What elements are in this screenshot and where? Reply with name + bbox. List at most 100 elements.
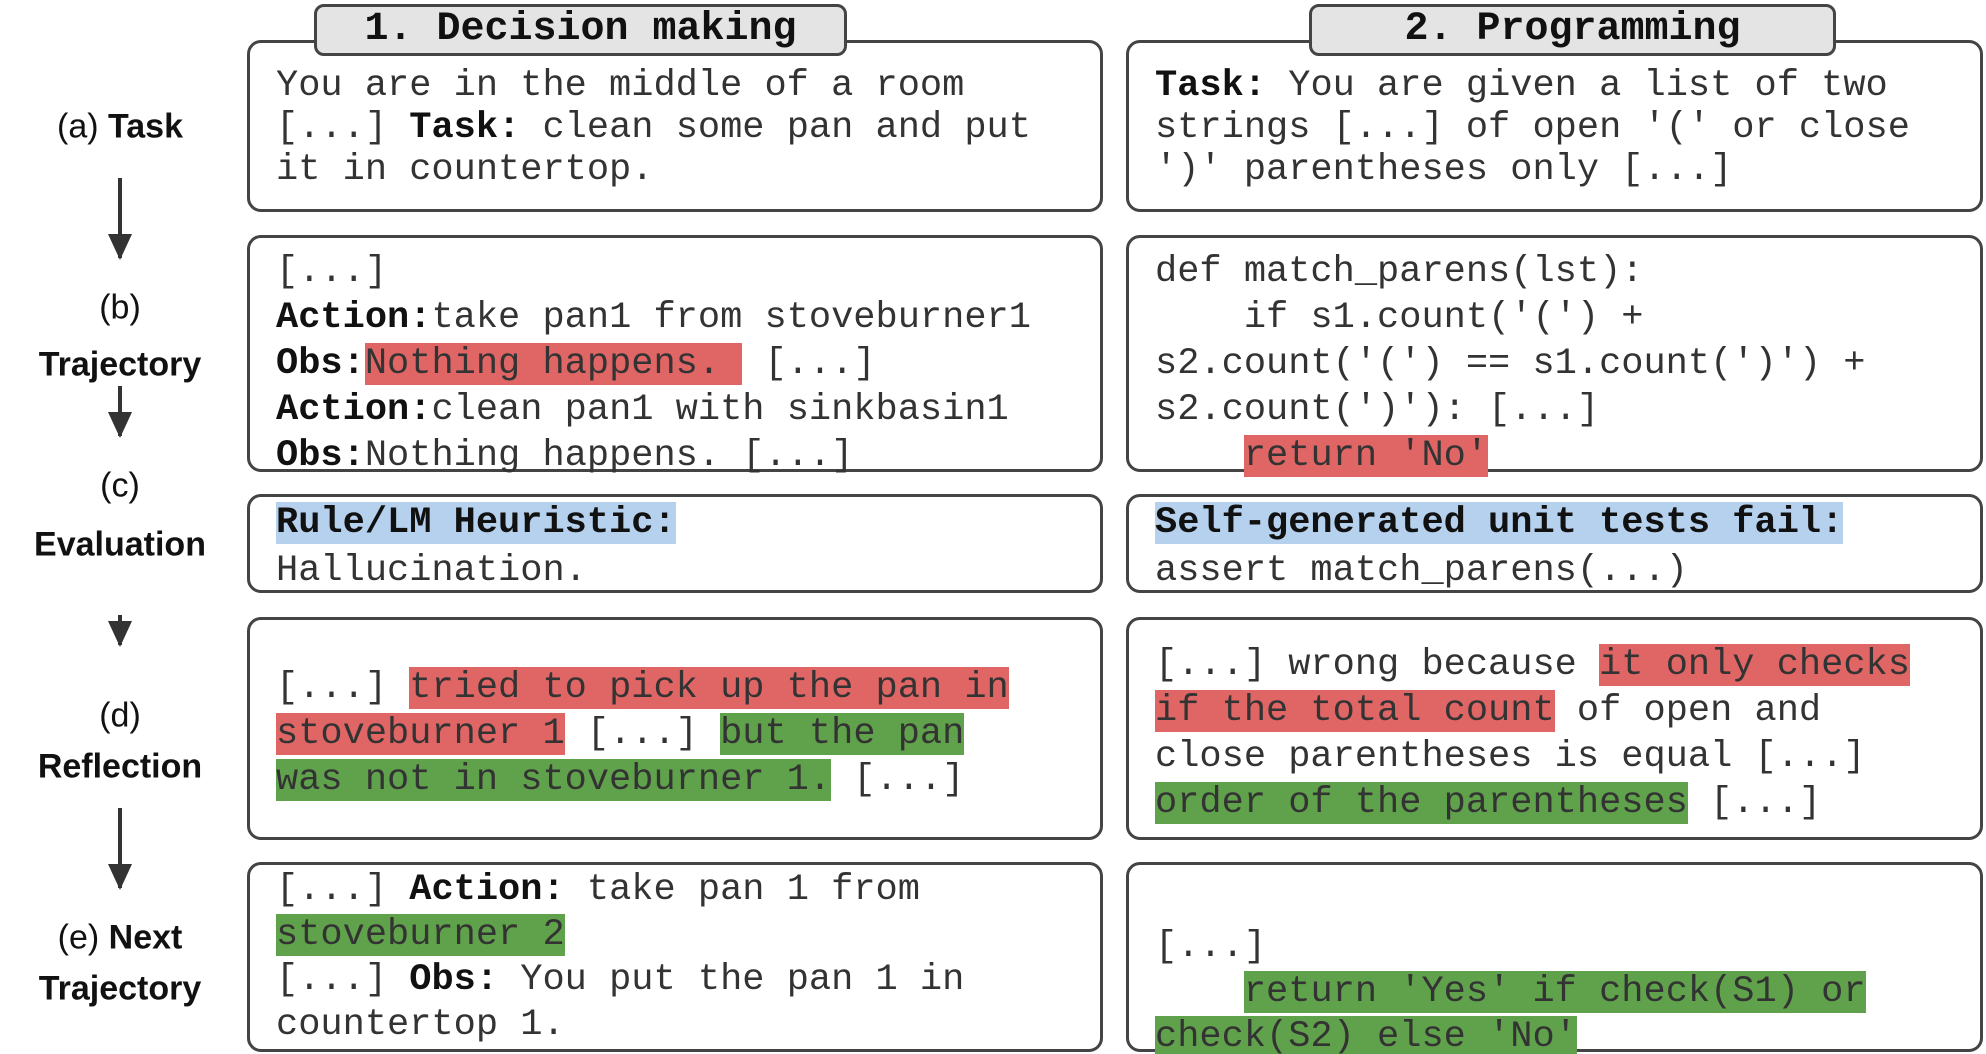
text-segment: assert match_parens(...) [1155,550,1688,592]
text-line: it in countertop. [276,149,1100,191]
programming-task-box: Task: You are given a list of two strings… [1126,40,1983,212]
text-line: ')' parentheses only [...] [1155,149,1980,191]
text-segment [1155,971,1244,1013]
text-segment: it in countertop. [276,149,654,191]
text-line: was not in stoveburner 1. [...] [276,757,1100,803]
decision-trajectory-box: [...] Action:take pan1 from stoveburner1 O… [247,235,1103,477]
stage-label-next: (e) Next [0,919,240,958]
text-segment: close parentheses is equal [...] [1155,736,1866,778]
text-segment: take pan1 from stoveburner1 [431,297,1031,339]
stage-prefix-trajectory: (b) [99,288,141,327]
arrow-down-icon [108,178,132,260]
text-segment: def match_parens(lst): [1155,251,1644,293]
text-line: if s1.count('(') + [1155,295,1980,341]
arrow-down-icon [108,386,132,438]
text-segment: take pan 1 from [564,869,920,911]
text-line: if the total count of open and [1155,688,1980,734]
text-line: Self-generated unit tests fail: [1155,499,1980,547]
stage-prefix-reflection: (d) [99,696,141,735]
stage-prefix: (a) [57,107,99,146]
column-header-decision-making: 1. Decision making [314,4,847,56]
bold-keyword: Task: [1155,65,1267,107]
text-segment: You are given a list of two [1266,65,1888,107]
text-segment: [...] [742,343,876,385]
highlight-error: tried to pick up the pan in [409,667,1009,709]
stage-name-trajectory: Trajectory [38,345,202,384]
text-line: [...] tried to pick up the pan in [276,665,1100,711]
bold-keyword: Obs: [409,959,499,1001]
column-header-programming: 2. Programming [1309,4,1836,56]
text-segment: Nothing happens. [...] [364,435,854,477]
highlight-error: Nothing happens. [364,343,743,385]
text-line: return 'Yes' if check(S1) or [1155,970,1980,1015]
highlight-error: if the total count [1155,690,1555,732]
text-segment: countertop 1. [276,1004,565,1046]
programming-next-trajectory-box: [...] return 'Yes' if check(S1) or check(… [1126,862,1983,1054]
text-line: Action:clean pan1 with sinkbasin1 [276,387,1100,433]
arrow-down-icon [108,808,132,890]
stage-prefix: (e) [57,918,100,957]
highlight-evaluation: Rule/LM Heuristic: [276,502,676,544]
text-segment: [...] wrong because [1155,644,1600,686]
highlight-fix: return 'Yes' if check(S1) or [1243,971,1866,1013]
text-line: check(S2) else 'No' [1155,1015,1980,1054]
text-segment: ')' parentheses only [...] [1155,149,1733,191]
text-segment: of open and [1554,690,1822,732]
programming-reflection-box: [...] wrong because it only checks if the… [1126,617,1983,840]
text-segment: Hallucination. [276,550,587,592]
text-line: s2.count('(') == s1.count(')') + [1155,341,1980,387]
text-line: order of the parentheses [...] [1155,780,1980,826]
text-line: close parentheses is equal [...] [1155,734,1980,780]
text-line: [...] [1155,925,1980,970]
text-segment: You put the pan 1 in [498,959,965,1001]
text-line: Rule/LM Heuristic: [276,499,1100,547]
bold-keyword: Obs: [276,343,365,385]
highlight-error: return 'No' [1243,435,1489,477]
bold-keyword: Obs: [276,435,365,477]
arrow-down-icon [108,615,132,647]
text-line: return 'No' [1155,433,1980,479]
text-segment [1155,435,1244,477]
stage-name-next-trajectory: Trajectory [38,969,202,1008]
text-line: s2.count(')'): [...] [1155,387,1980,433]
text-segment: [...] [831,759,965,801]
text-segment: strings [...] of open '(' or close [1155,107,1910,149]
bold-keyword: Action: [276,389,432,431]
text-segment: [...] [276,667,410,709]
text-line: [...] Task: clean some pan and put [276,107,1100,149]
text-line: [...] Action: take pan 1 from [276,868,1100,913]
highlight-fix: was not in stoveburner 1. [276,759,832,801]
text-segment: clean some pan and put [520,107,1031,149]
text-segment: s2.count(')'): [...] [1155,389,1600,431]
bold-keyword: Action: [276,297,432,339]
highlight-fix: stoveburner 2 [276,914,565,956]
text-segment: [...] [276,107,410,149]
text-segment: if s1.count('(') + [1155,297,1644,339]
text-segment: s2.count('(') == s1.count(')') + [1155,343,1866,385]
text-segment: [...] [1155,926,1267,968]
text-segment: [...] [564,713,721,755]
bold-keyword: Action: [409,869,565,911]
text-line: Obs:Nothing happens. [...] [276,433,1100,479]
text-line: Task: You are given a list of two [1155,65,1980,107]
text-segment: You are in the middle of a room [276,65,965,107]
text-line: Hallucination. [276,547,1100,595]
highlight-fix: order of the parentheses [1155,782,1688,824]
stage-prefix-evaluation: (c) [100,466,140,505]
text-line: [...] Obs: You put the pan 1 in [276,958,1100,1003]
text-line: Obs:Nothing happens. [...] [276,341,1100,387]
text-line: [...] [276,249,1100,295]
text-line: Action:take pan1 from stoveburner1 [276,295,1100,341]
stage-label-task: (a) Task [0,108,240,147]
text-line: stoveburner 2 [276,913,1100,958]
text-line: [...] wrong because it only checks [1155,642,1980,688]
decision-next-trajectory-box: [...] Action: take pan 1 from stoveburner… [247,862,1103,1052]
text-line: You are in the middle of a room [276,65,1100,107]
text-line: def match_parens(lst): [1155,249,1980,295]
decision-evaluation-box: Rule/LM Heuristic: Hallucination. [247,494,1103,593]
text-segment: clean pan1 with sinkbasin1 [431,389,1009,431]
text-line: assert match_parens(...) [1155,547,1980,595]
bold-keyword: Task: [409,107,521,149]
programming-trajectory-box: def match_parens(lst): if s1.count('(') … [1126,235,1983,477]
